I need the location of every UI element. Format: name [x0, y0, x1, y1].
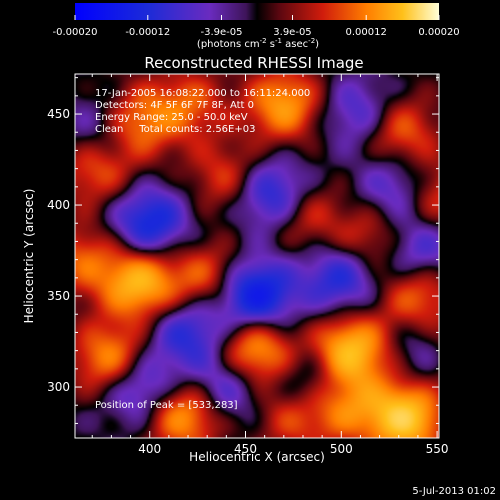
y-axis-ticks: 300 350 400 450 — [47, 77, 439, 424]
x-axis-ticks: 400 450 500 550 — [91, 74, 449, 456]
colorbar — [75, 3, 439, 20]
y-tick-label: 300 — [47, 380, 70, 394]
x-axis-label: Heliocentric X (arcsec) — [189, 450, 325, 464]
y-axis-label: Heliocentric Y (arcsec) — [22, 189, 36, 324]
colorbar-tick-label: 0.00020 — [418, 27, 459, 38]
annotation-block: 17-Jan-2005 16:08:22.000 to 16:11:24.000… — [95, 88, 310, 135]
annotation-energy-range: Energy Range: 25.0 - 50.0 keV — [95, 112, 248, 123]
y-tick-label: 400 — [47, 198, 70, 212]
colorbar-tick-label: -0.00020 — [53, 27, 98, 38]
x-tick-label: 400 — [138, 442, 161, 456]
x-tick-label: 500 — [330, 442, 353, 456]
annotation-total-counts: Clean Total counts: 2.56E+03 — [95, 124, 255, 135]
annotation-time-range: 17-Jan-2005 16:08:22.000 to 16:11:24.000 — [95, 88, 310, 99]
y-tick-label: 350 — [47, 289, 70, 303]
colorbar-tick-labels: -0.00020 -0.00012 -3.9e-05 3.9e-05 0.00012 0.… — [53, 27, 460, 38]
colorbar-tick-label: 3.9e-05 — [273, 27, 311, 38]
x-tick-label: 450 — [234, 442, 257, 456]
chart-title: Reconstructed RHESSI Image — [144, 54, 363, 72]
colorbar-ticks — [74, 15, 440, 20]
x-tick-label: 550 — [426, 442, 449, 456]
colorbar-tick-label: 0.00012 — [346, 27, 387, 38]
annotation-detectors: Detectors: 4F 5F 6F 7F 8F, Att 0 — [95, 100, 254, 111]
colorbar-unit-label: (photons cm-2 s-1 asec-2) — [197, 37, 319, 50]
plot-frame — [74, 73, 440, 439]
colorbar-tick-label: -3.9e-05 — [201, 27, 243, 38]
y-tick-label: 450 — [47, 107, 70, 121]
colorbar-tick-label: -0.00012 — [125, 27, 170, 38]
peak-position-label: Position of Peak = [533,283] — [95, 400, 238, 411]
heatmap-image — [75, 74, 439, 438]
footer-date: 5-Jul-2013 01:02 — [412, 486, 496, 497]
